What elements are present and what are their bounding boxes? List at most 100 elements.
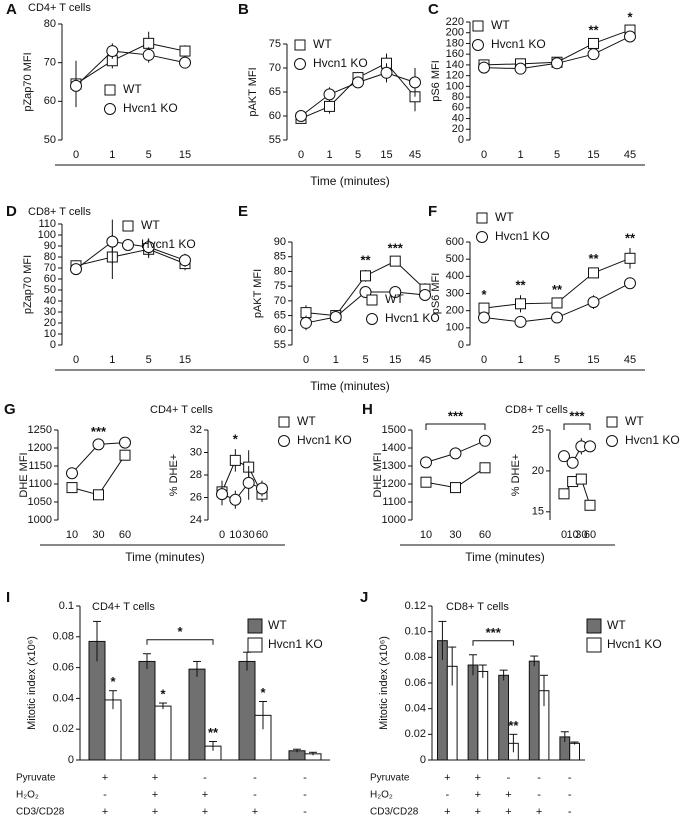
y-tick-label: 1400	[382, 442, 406, 454]
marker	[142, 48, 155, 61]
y-axis-label: Mitotic index (x10⁶)	[378, 636, 390, 730]
y-tick-label: 500	[446, 253, 464, 265]
y-tick-label: 80	[44, 18, 56, 30]
condition-mark: -	[568, 806, 572, 818]
y-tick-label: 85	[274, 251, 286, 263]
legend-label: Hvcn1 KO	[313, 56, 368, 70]
y-tick-label: 0.08	[405, 651, 426, 663]
x-tick-label: 10	[66, 529, 78, 541]
marker	[179, 45, 191, 57]
marker	[606, 416, 618, 428]
bar	[498, 674, 510, 761]
y-tick-label: 1200	[28, 442, 52, 454]
y-tick-label: 70	[274, 295, 286, 307]
marker	[420, 476, 432, 488]
y-tick-label: 70	[269, 62, 281, 74]
condition-name: H₂O₂	[370, 790, 393, 801]
marker	[92, 438, 105, 451]
legend-label: WT	[141, 218, 160, 232]
x-tick-label: 60	[479, 529, 491, 541]
condition-mark: +	[475, 789, 481, 801]
series-line	[75, 42, 186, 85]
x-tick-label: 15	[587, 149, 599, 161]
y-axis-label: pS6 MFI	[430, 60, 442, 102]
x-tick-label: 15	[587, 354, 599, 366]
bracket	[146, 639, 214, 645]
x-tick-label: 1	[326, 149, 332, 161]
condition-mark: +	[202, 789, 208, 801]
series-line	[75, 50, 186, 87]
marker	[366, 313, 378, 325]
legend-label: Hvcn1 KO	[141, 237, 196, 251]
marker	[106, 45, 119, 58]
marker	[606, 435, 618, 447]
marker	[179, 56, 191, 69]
x-axis-label: Time (minutes)	[310, 379, 390, 393]
y-tick-label: 70	[44, 57, 56, 69]
panel-letter: C	[428, 1, 439, 18]
legend-label: WT	[268, 618, 287, 632]
marker	[514, 62, 527, 75]
bar	[477, 670, 489, 761]
y-tick-label: 100	[38, 229, 56, 241]
marker	[409, 76, 421, 89]
legend-label: Hvcn1 KO	[491, 37, 546, 51]
significance: ***	[388, 241, 404, 256]
y-axis-label: pZap70 MFI	[22, 255, 34, 314]
panel-letter: A	[6, 1, 17, 18]
y-tick-label: 0	[68, 754, 74, 766]
legend-label: Hvcn1 KO	[495, 229, 550, 243]
bar	[238, 660, 256, 761]
marker	[122, 220, 134, 232]
condition-mark: -	[537, 789, 541, 801]
y-tick-label: 0.04	[53, 692, 74, 704]
y-tick-label: 300	[446, 287, 464, 299]
x-tick-label: 30	[575, 529, 587, 541]
y-tick-label: 55	[274, 339, 286, 351]
legend-label: WT	[385, 292, 404, 306]
x-tick-label: 10	[567, 529, 579, 541]
condition-mark: -	[303, 789, 307, 801]
condition-mark: +	[202, 806, 208, 818]
condition-mark: -	[103, 789, 107, 801]
x-tick-label: 0	[481, 149, 487, 161]
y-tick-label: 65	[269, 86, 281, 98]
legend-label: WT	[313, 37, 332, 51]
x-tick-label: 0	[219, 529, 225, 541]
marker	[329, 311, 342, 324]
x-tick-label: 0	[561, 529, 567, 541]
x-tick-label: 15	[380, 149, 392, 161]
marker	[294, 58, 306, 70]
y-tick-label: 1000	[28, 514, 52, 526]
condition-mark: -	[303, 806, 307, 818]
y-tick-label: 20	[44, 317, 56, 329]
y-tick-label: 1200	[382, 478, 406, 490]
significance: *	[233, 432, 239, 447]
legend-label: Hvcn1 KO	[607, 637, 662, 651]
x-tick-label: 45	[624, 354, 636, 366]
marker	[352, 76, 364, 89]
condition-mark: +	[475, 772, 481, 784]
condition-name: Pyruvate	[370, 773, 410, 784]
panel-letter: F	[428, 203, 437, 220]
marker	[551, 311, 563, 324]
y-axis-label: % DHE+	[168, 454, 180, 497]
series-line	[221, 482, 263, 501]
y-tick-label: 120	[446, 70, 464, 82]
significance: *	[481, 287, 487, 302]
y-tick-label: 90	[44, 240, 56, 252]
marker	[106, 235, 119, 248]
condition-mark: -	[203, 772, 207, 784]
condition-mark: -	[303, 772, 307, 784]
panel-letter: H	[362, 401, 373, 418]
panel-title: CD8+ T cells	[446, 601, 509, 613]
x-tick-label: 10	[229, 529, 241, 541]
legend-swatch	[247, 618, 263, 634]
significance: **	[588, 251, 599, 266]
y-tick-label: 30	[190, 446, 202, 458]
y-tick-label: 30	[44, 306, 56, 318]
x-tick-label: 1	[517, 149, 523, 161]
y-tick-label: 80	[274, 265, 286, 277]
marker	[584, 499, 596, 511]
